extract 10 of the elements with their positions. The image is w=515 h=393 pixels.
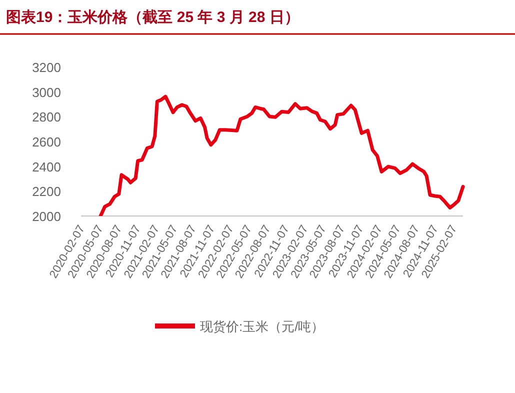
y-tick-label: 2000: [32, 209, 61, 224]
chart-title: 图表19：玉米价格（截至 25 年 3 月 28 日）: [6, 9, 300, 26]
line-series: [98, 94, 465, 216]
y-tick-label: 3000: [32, 84, 61, 100]
y-tick-label: 3200: [32, 60, 61, 75]
y-tick-label: 2800: [32, 110, 61, 125]
y-tick-label: 2400: [32, 159, 61, 174]
y-tick-label: 2600: [32, 134, 61, 150]
y-tick-label: 2200: [32, 184, 61, 200]
legend-label: 现货价:玉米（元/吨）: [200, 319, 324, 334]
